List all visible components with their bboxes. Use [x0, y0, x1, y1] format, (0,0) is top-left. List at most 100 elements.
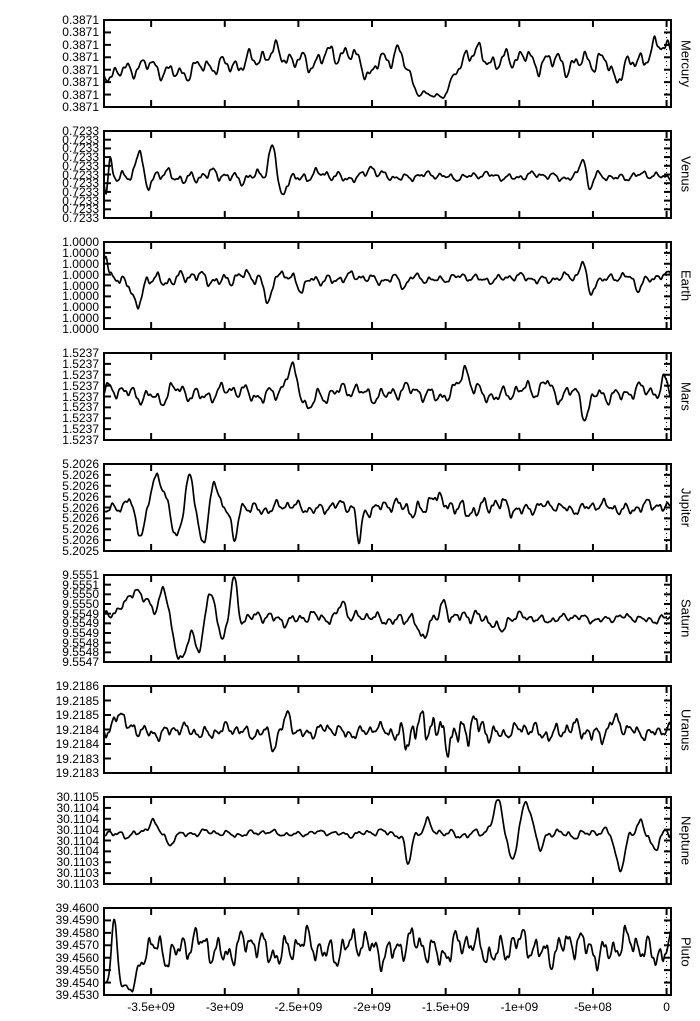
x-axis-tick-labels: -3.5e+09 -3e+09 -2.5e+09 -2e+09 -1.5e+09 -1e+…	[0, 997, 700, 1015]
plot-frame	[103, 19, 672, 108]
plot-area-venus	[103, 130, 672, 219]
y-tick-label: 30.1104	[56, 800, 100, 815]
planet-label-venus: Venus	[678, 156, 694, 193]
planet-label-mercury: Mercury	[678, 40, 694, 87]
plot-area-saturn	[103, 574, 672, 663]
y-tick-label: 0.7233	[62, 167, 99, 182]
y-tick-label: 19.2185	[55, 708, 99, 722]
y-tick-label: 0.3871	[62, 25, 99, 40]
y-tick-label: 5.2026	[62, 467, 99, 482]
y-tick-label: 0.3871	[62, 100, 99, 114]
y-tick-label: 1.0000	[62, 311, 99, 326]
x-tick-label: -1.5e+09	[421, 1000, 470, 1014]
x-tick-label: -5e+08	[574, 1000, 612, 1014]
y-tick-label: 1.5237	[62, 378, 99, 393]
plot-area-mars	[103, 352, 672, 441]
plot-frame	[103, 241, 672, 330]
x-tick-label: -3.5e+09	[127, 1000, 175, 1014]
y-axis-tick-labels: 9.5551 9.5551 9.5550 9.5550 9.5549 9.5549 9.55…	[0, 569, 99, 668]
y-tick-label: 9.5549	[62, 616, 99, 631]
y-tick-label: 1.5237	[62, 422, 99, 437]
y-tick-label: 1.0000	[62, 300, 99, 315]
y-tick-label: 1.0000	[62, 267, 99, 282]
y-tick-label: 9.5547	[62, 655, 99, 669]
y-tick-label: 19.2185	[55, 693, 99, 708]
planet-label-jupiter: Jupiter	[678, 487, 694, 528]
panel-saturn: 9.5551 9.5551 9.5550 9.5550 9.5549 9.5549 9.55…	[0, 569, 700, 668]
y-tick-label: 39.4580	[55, 925, 99, 940]
y-tick-label: 30.1103	[56, 855, 100, 870]
panel-uranus: 19.2186 19.2185 19.2185 19.2184 19.2184 19.21…	[0, 680, 700, 779]
y-tick-label: 0.7233	[62, 150, 99, 165]
x-tick-label: 0	[663, 1000, 670, 1014]
panel-mars: 1.5237 1.5237 1.5237 1.5237 1.5237 1.5237 1.52…	[0, 347, 700, 446]
plot-area-jupiter	[103, 463, 672, 552]
y-tick-label: 0.7233	[62, 176, 99, 191]
plot-area-earth	[103, 241, 672, 330]
panel-jupiter: 5.2026 5.2026 5.2026 5.2026 5.2026 5.2026 5.20…	[0, 458, 700, 557]
planet-label-neptune: Neptune	[678, 815, 694, 866]
panel-pluto: 39.4600 39.4590 39.4580 39.4570 39.4560 39.45…	[0, 902, 700, 1001]
y-tick-label: 1.0000	[62, 278, 99, 293]
panel-neptune: 30.1105 30.1104 30.1104 30.1104 30.1104 30.11…	[0, 791, 700, 890]
y-tick-label: 1.5237	[62, 356, 99, 371]
plot-area-uranus	[103, 685, 672, 774]
data-line-pluto	[103, 918, 672, 993]
plot-area-pluto	[103, 907, 672, 996]
data-line-venus	[103, 144, 672, 196]
data-line-saturn	[103, 576, 672, 660]
x-tick-label: -2e+09	[353, 1000, 391, 1014]
y-tick-label: 30.1104	[56, 811, 100, 826]
y-axis-tick-labels: 30.1105 30.1104 30.1104 30.1104 30.1104 30.11…	[0, 791, 100, 890]
data-line-mercury	[103, 35, 672, 99]
plot-frame	[103, 907, 672, 996]
y-tick-label: 9.5551	[62, 577, 99, 592]
y-tick-label: 39.4600	[55, 901, 99, 915]
y-tick-label: 1.0000	[62, 245, 99, 260]
y-axis-tick-labels: 0.3871 0.3871 0.3871 0.3871 0.3871 0.3871 0.38…	[0, 14, 99, 113]
y-tick-label: 0.3871	[62, 62, 99, 77]
plot-area-neptune	[103, 796, 672, 885]
data-line-uranus	[103, 710, 672, 758]
y-tick-label: 9.5549	[62, 626, 99, 640]
y-tick-label: 39.4560	[55, 950, 99, 965]
y-tick-label: 9.5550	[62, 597, 99, 611]
y-tick-label: 5.2026	[62, 478, 99, 493]
x-tick-label: -1e+09	[500, 1000, 539, 1014]
y-tick-label: 39.4570	[55, 938, 99, 953]
y-tick-label: 39.4540	[55, 975, 99, 990]
x-tick-label: -3e+09	[205, 1000, 244, 1014]
y-tick-label: 1.0000	[62, 289, 99, 304]
y-tick-label: 0.7233	[62, 124, 99, 138]
y-tick-label: 0.7233	[62, 193, 99, 208]
y-tick-label: 0.3871	[62, 75, 99, 90]
y-tick-label: 1.5237	[62, 433, 99, 447]
y-tick-label: 19.2184	[55, 722, 99, 737]
planet-label-uranus: Uranus	[678, 708, 694, 751]
plot-area-mercury	[103, 19, 672, 108]
planet-label-mars: Mars	[678, 382, 694, 411]
y-tick-label: 1.5237	[62, 400, 99, 415]
y-tick-label: 30.1103	[56, 877, 100, 891]
panel-earth: 1.0000 1.0000 1.0000 1.0000 1.0000 1.0000 1.00…	[0, 236, 700, 335]
y-tick-label: 19.2184	[55, 737, 99, 751]
y-tick-label: 30.1104	[56, 822, 100, 837]
y-tick-label: 0.3871	[62, 87, 99, 102]
data-line-earth	[103, 255, 672, 310]
y-tick-label: 5.2026	[62, 500, 99, 515]
y-tick-label: 0.7233	[62, 141, 99, 156]
y-tick-label: 1.5237	[62, 346, 99, 360]
data-line-mars	[103, 361, 672, 422]
y-axis-tick-labels: 1.5237 1.5237 1.5237 1.5237 1.5237 1.5237 1.52…	[0, 347, 99, 446]
y-axis-tick-labels: 1.0000 1.0000 1.0000 1.0000 1.0000 1.0000 1.00…	[0, 236, 99, 335]
y-axis-tick-labels: 0.7233 0.7233 0.7233 0.7233 0.7233 0.7233 0.72…	[0, 125, 99, 224]
y-tick-label: 30.1103	[56, 866, 100, 881]
y-tick-label: 5.2026	[62, 511, 99, 526]
y-tick-label: 30.1104	[56, 844, 100, 859]
y-tick-label: 1.0000	[62, 235, 99, 249]
y-tick-label: 1.5237	[62, 411, 99, 426]
y-tick-label: 9.5548	[62, 645, 99, 660]
y-tick-label: 1.5237	[62, 367, 99, 382]
y-tick-label: 9.5551	[62, 568, 99, 582]
